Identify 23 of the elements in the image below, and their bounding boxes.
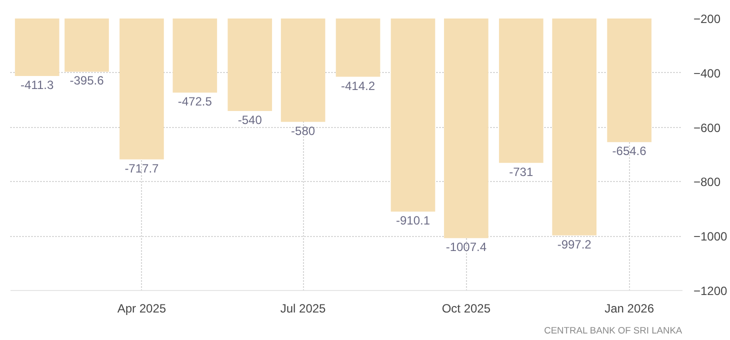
data-label: -395.6	[70, 74, 104, 88]
data-label: -731	[509, 164, 534, 179]
x-tick-label: Jan 2026	[604, 302, 654, 316]
data-label: -717.7	[124, 161, 160, 176]
y-tick-label: −600	[694, 120, 721, 135]
data-label: -654.6	[612, 144, 647, 158]
data-label: -1007.4	[446, 240, 487, 254]
x-tick-label: Jul 2025	[280, 302, 326, 316]
data-label: -414.2	[341, 78, 376, 93]
data-label: -910.1	[396, 214, 430, 228]
y-tick-label: −1000	[694, 230, 728, 244]
text: CENTRAL BANK OF SRI LANKA	[544, 326, 683, 336]
data-label: -580	[291, 124, 316, 138]
x-tick-label: Oct 2025	[442, 302, 491, 316]
y-tick-label: −200	[694, 12, 721, 26]
data-label: -540	[238, 112, 262, 127]
data-label: -472.5	[178, 94, 212, 109]
data-label: -411.3	[20, 78, 54, 92]
y-tick-label: −1200	[694, 284, 728, 298]
y-tick-label: −800	[694, 175, 721, 190]
x-tick-label: Apr 2025	[117, 302, 166, 316]
data-label: -997.2	[557, 237, 592, 252]
y-tick-label: −400	[694, 66, 721, 80]
